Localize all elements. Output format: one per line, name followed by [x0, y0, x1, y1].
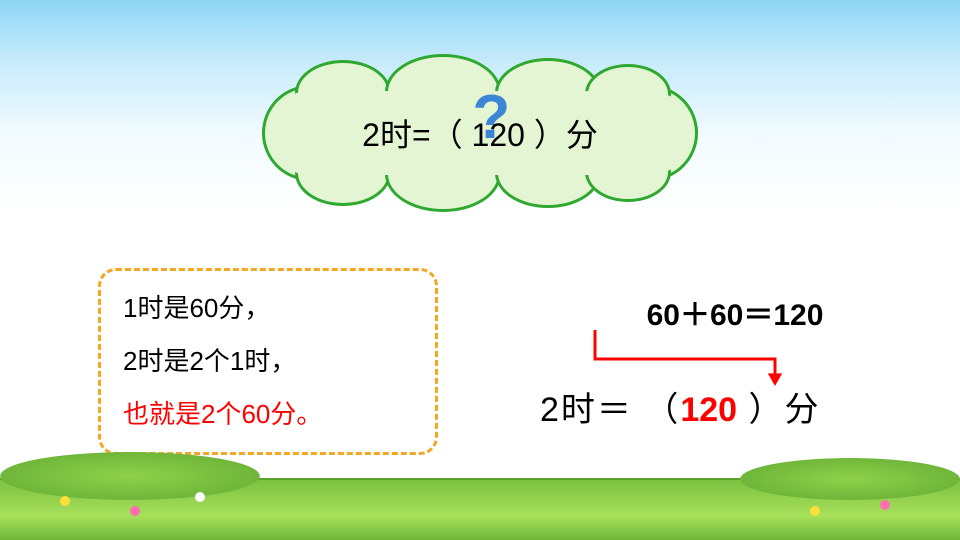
- cloud-bubble: ? 2时=（ 120 ）分: [262, 85, 698, 181]
- red-arrow-icon: [565, 322, 885, 400]
- cloud-eq-answer: 120: [472, 117, 525, 153]
- hint-box: 1时是60分， 2时是2个1时， 也就是2个60分。: [98, 268, 438, 455]
- cloud-equation: 2时=（ 120 ）分: [265, 88, 695, 178]
- flower-icon: [810, 506, 820, 516]
- hint-line-2: 2时是2个1时，: [123, 342, 413, 381]
- cloud-eq-prefix: 2时=（: [362, 117, 471, 153]
- cloud-eq-suffix: ）分: [525, 117, 598, 153]
- flower-icon: [880, 500, 890, 510]
- flower-icon: [195, 492, 205, 502]
- slide-stage: ? 2时=（ 120 ）分 1时是60分， 2时是2个1时， 也就是2个60分。…: [0, 0, 960, 540]
- hint-line-3: 也就是2个60分。: [123, 395, 413, 434]
- hint-line-1: 1时是60分，: [123, 289, 413, 328]
- flower-icon: [130, 506, 140, 516]
- flower-icon: [60, 496, 70, 506]
